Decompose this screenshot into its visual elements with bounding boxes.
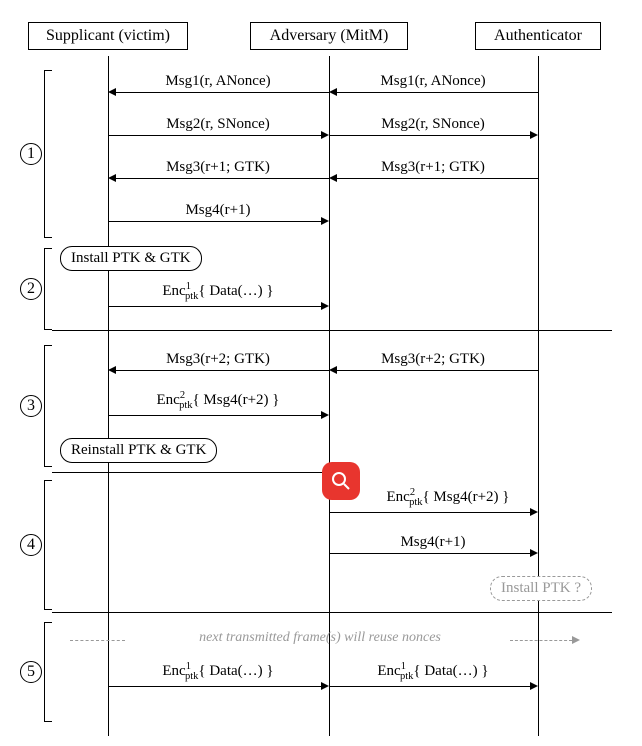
note-install: Install PTK & GTK [60, 246, 202, 271]
msg4-left: Msg4(r+1) [185, 202, 250, 219]
arrowhead-msg5-right [329, 366, 337, 374]
arrow-enc5a [108, 686, 321, 687]
phase-1: 1 [20, 143, 42, 165]
arrowhead-enc5a [321, 682, 329, 690]
brace-2 [44, 248, 52, 330]
note-reinstall-text: Reinstall PTK & GTK [71, 442, 206, 458]
arrowhead-msg7 [530, 549, 538, 557]
enc3-msg4: Enc2ptk{ Msg4(r+2) } [386, 487, 509, 508]
msg2-right: Msg2(r, SNonce) [381, 116, 485, 133]
search-icon[interactable] [322, 462, 360, 500]
arrowhead-msg3-left [108, 174, 116, 182]
arrow-msg3-left [116, 178, 329, 179]
participant-authenticator: Authenticator [475, 22, 601, 50]
msg1-right: Msg1(r, ANonce) [380, 73, 485, 90]
note-installq: Install PTK ? [490, 576, 592, 601]
arrow-msg2-left [108, 135, 321, 136]
phase-5: 5 [20, 661, 42, 683]
enc5a-data: Enc1ptk{ Data(…) } [162, 661, 273, 682]
phase-4: 4 [20, 534, 42, 556]
note-reinstall: Reinstall PTK & GTK [60, 438, 217, 463]
arrowhead-enc1 [321, 302, 329, 310]
msg7-right: Msg4(r+1) [400, 534, 465, 551]
supplicant-label: Supplicant (victim) [46, 27, 170, 44]
sep-1 [52, 330, 612, 331]
note-install-text: Install PTK & GTK [71, 250, 191, 266]
sep-2 [52, 472, 322, 473]
dashed-right [510, 640, 572, 641]
adversary-label: Adversary (MitM) [270, 27, 389, 44]
arrowhead-msg4-left [321, 217, 329, 225]
brace-3 [44, 345, 52, 467]
arrowhead-msg2-left [321, 131, 329, 139]
arrow-msg2-right [329, 135, 530, 136]
msg3-left: Msg3(r+1; GTK) [166, 159, 270, 176]
arrow-msg3-right [337, 178, 538, 179]
brace-4 [44, 480, 52, 610]
enc5b-data: Enc1ptk{ Data(…) } [377, 661, 488, 682]
arrow-msg1-left [116, 92, 329, 93]
arrowhead-enc2 [321, 411, 329, 419]
enc1-data: Enc1ptk{ Data(…) } [162, 281, 273, 302]
phase-3: 3 [20, 395, 42, 417]
msg3-right: Msg3(r+1; GTK) [381, 159, 485, 176]
arrow-msg1-right [337, 92, 538, 93]
authenticator-label: Authenticator [494, 27, 582, 44]
lifeline-supplicant [108, 56, 109, 736]
phase-2: 2 [20, 278, 42, 300]
arrowhead-msg3-right [329, 174, 337, 182]
msg5-right: Msg3(r+2; GTK) [381, 351, 485, 368]
dashed-arrowhead [572, 636, 580, 644]
dashed-note: next transmitted frame(s) will reuse non… [199, 630, 441, 646]
arrow-msg4-left [108, 221, 321, 222]
msg1-left: Msg1(r, ANonce) [165, 73, 270, 90]
arrowhead-msg5-left [108, 366, 116, 374]
lifeline-authenticator [538, 56, 539, 736]
note-installq-text: Install PTK ? [501, 580, 581, 596]
enc2-msg4: Enc2ptk{ Msg4(r+2) } [156, 390, 279, 411]
arrowhead-msg1-left [108, 88, 116, 96]
arrow-msg5-left [116, 370, 329, 371]
arrow-msg7 [329, 553, 530, 554]
participant-adversary: Adversary (MitM) [250, 22, 408, 50]
participant-supplicant: Supplicant (victim) [28, 22, 188, 50]
arrow-enc5b [329, 686, 530, 687]
sep-3 [52, 612, 612, 613]
arrow-enc3 [329, 512, 530, 513]
msg5-left: Msg3(r+2; GTK) [166, 351, 270, 368]
dashed-left [70, 640, 125, 641]
search-icon-svg [331, 471, 351, 491]
brace-1 [44, 70, 52, 238]
msg2-left: Msg2(r, SNonce) [166, 116, 270, 133]
arrow-enc1 [108, 306, 321, 307]
arrow-msg5-right [337, 370, 538, 371]
arrowhead-msg1-right [329, 88, 337, 96]
brace-5 [44, 622, 52, 722]
arrow-enc2 [108, 415, 321, 416]
arrowhead-enc5b [530, 682, 538, 690]
arrowhead-msg2-right [530, 131, 538, 139]
arrowhead-enc3 [530, 508, 538, 516]
